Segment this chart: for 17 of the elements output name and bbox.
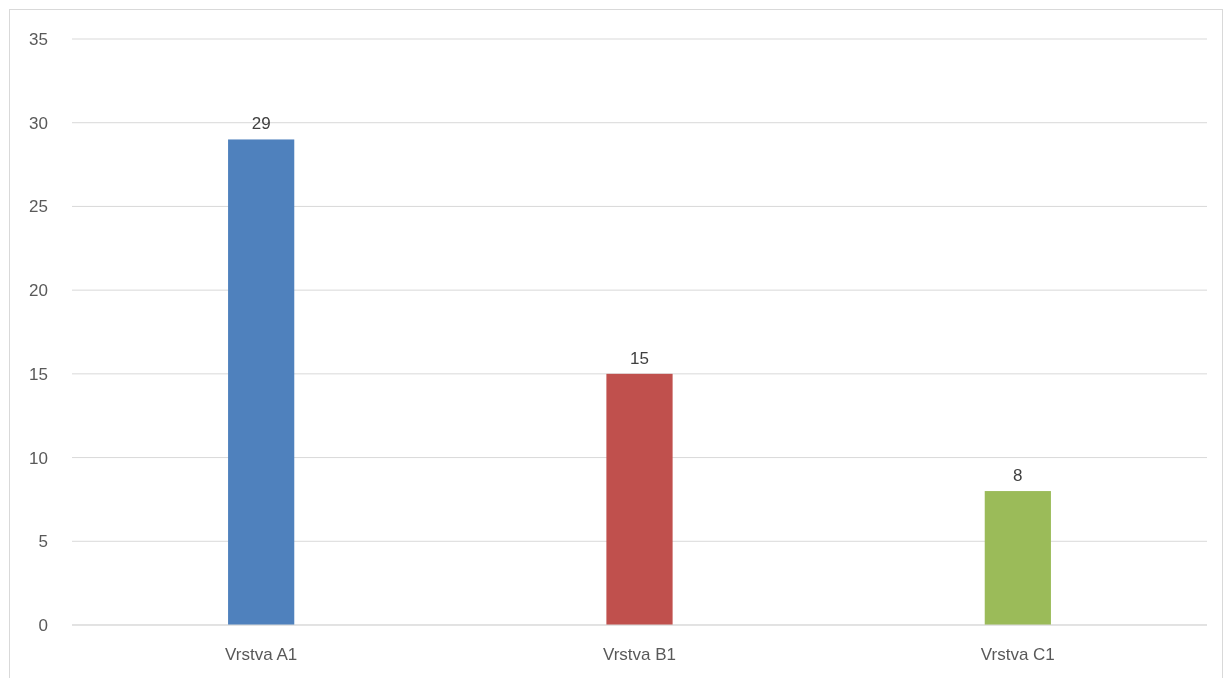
y-tick-label: 5	[38, 532, 48, 552]
y-tick-label: 25	[29, 197, 48, 217]
data-label: 8	[1013, 466, 1023, 486]
bar	[606, 373, 673, 625]
x-tick-label: Vrstva A1	[225, 645, 298, 664]
y-tick-label: 30	[29, 113, 48, 133]
data-label: 29	[251, 114, 271, 134]
y-tick-label: 15	[29, 364, 48, 384]
y-tick-label: 20	[29, 281, 48, 301]
x-tick-label: Vrstva C1	[980, 645, 1055, 664]
y-tick-label: 0	[38, 615, 48, 635]
bar	[984, 491, 1051, 625]
y-tick-label: 10	[29, 448, 48, 468]
x-tick-label: Vrstva B1	[602, 645, 677, 664]
y-tick-label: 35	[29, 29, 48, 49]
data-label: 15	[630, 348, 649, 368]
bar	[228, 139, 295, 625]
